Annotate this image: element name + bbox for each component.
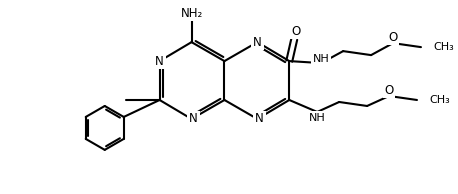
Text: CH₃: CH₃ [429, 95, 450, 105]
Text: CH₃: CH₃ [433, 42, 454, 52]
Text: O: O [384, 84, 394, 97]
Text: N: N [253, 36, 262, 49]
Text: O: O [388, 31, 398, 44]
Text: N: N [189, 113, 198, 126]
Text: O: O [292, 25, 301, 38]
Text: NH: NH [309, 113, 326, 123]
Text: NH: NH [313, 54, 330, 64]
Text: NH₂: NH₂ [180, 7, 202, 20]
Text: N: N [155, 55, 164, 68]
Text: N: N [255, 113, 264, 126]
